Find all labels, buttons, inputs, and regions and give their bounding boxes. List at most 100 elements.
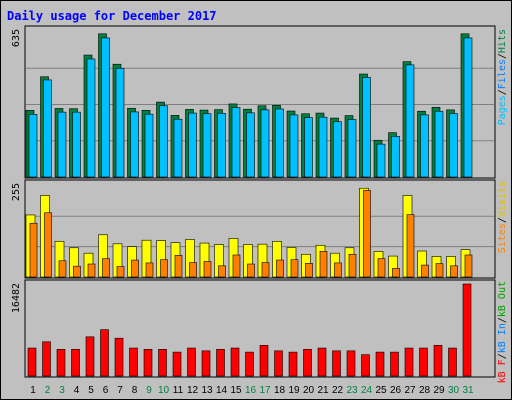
day-label: 10 [158,385,170,396]
legend-sep: / [497,353,508,359]
sites-bar [261,262,270,278]
day-label: 23 [346,385,358,396]
kb-f-bar [42,341,51,377]
kb-f-bar [274,350,283,377]
day-label: 25 [375,385,387,396]
day-label: 11 [173,385,184,396]
legend-sep: / [497,217,508,223]
day-label: 18 [274,385,286,396]
files-bar [202,113,212,178]
sites-bar [87,263,96,278]
sites-bar [44,212,52,278]
files-bar [72,111,81,178]
day-label: 30 [448,385,460,396]
kb-f-bar [129,347,138,377]
sites-bar [450,265,458,278]
kb-f-bar [404,347,414,377]
kb-f-bar [462,283,472,377]
legend-visits: Visits [497,181,508,217]
day-label: 15 [230,385,242,396]
sites-bar [435,263,444,278]
day-label: 3 [59,385,65,396]
files-bar [347,119,357,178]
day-label: 8 [132,385,138,396]
sites-bar [377,258,386,278]
files-bar [449,113,458,178]
kb-f-bar [346,350,356,377]
sites-bar [73,265,81,278]
legend-kb-out: kB Out [497,281,508,317]
day-label: 24 [361,385,373,396]
kb-f-bar [448,347,457,377]
sites-bar [319,251,328,278]
sites-bar [58,260,67,278]
sites-bar [421,264,429,278]
day-label: 4 [74,385,80,396]
kb-f-bar [375,351,385,377]
files-bar [391,136,400,178]
files-bar [231,107,241,178]
visits-sites-bars [25,187,473,278]
kb-f-bar [361,354,370,377]
legend-sep: / [497,53,508,59]
sites-bar [116,266,125,278]
kb-f-bar [332,350,341,377]
day-label: 22 [332,385,344,396]
kb-f-bar [56,349,66,377]
kb-f-bar [71,349,80,377]
sites-bar [276,259,284,278]
legend-hits: Hits [497,29,508,53]
day-label: 29 [433,385,445,396]
legend-pages: Pages [497,95,508,125]
visits-sites-ymax-label: 255 [11,183,22,201]
legend-kb-in: kB In [497,323,508,353]
files-bar [86,58,96,178]
files-bar [188,112,197,178]
legend-kb-f: kB F [497,359,508,383]
files-bar [144,113,154,178]
kb-f-bar [433,345,443,377]
files-bar [420,114,429,178]
files-bar [159,105,168,178]
hits-files-legend: Pages/Files/Hits [497,29,508,125]
sites-bar [290,259,299,278]
day-label: 20 [303,385,315,396]
kbytes-ymax-label: 16482 [11,283,22,313]
sites-bar [247,263,255,278]
day-label: 2 [45,385,51,396]
kb-f-bar [288,351,298,377]
kb-f-bar [419,347,428,377]
sites-bar [363,190,371,278]
day-label: 17 [259,385,271,396]
kb-f-bar [390,351,399,377]
sites-bar [29,222,38,278]
day-label: 12 [187,385,199,396]
sites-bar [131,259,139,278]
hits-files-bars [25,33,473,178]
day-label: 31 [462,385,474,396]
files-bar [333,121,342,178]
files-bar [246,112,255,178]
files-bar [362,77,371,178]
files-bar [217,112,226,178]
kb-f-bar [201,350,211,377]
day-label: 27 [404,385,416,396]
sites-bar [348,253,357,278]
sites-bar [334,262,342,278]
sites-bar [464,254,473,278]
files-bar [376,143,386,178]
files-bar [57,111,67,178]
kb-f-bar [230,347,240,377]
day-label: 7 [117,385,123,396]
sites-bar [102,258,110,278]
kb-f-bar [187,347,196,377]
legend-sites: Sites [497,223,508,253]
files-bar [318,116,328,178]
kb-f-bar [317,347,327,377]
sites-bar [174,255,183,278]
kb-f-bar [172,351,182,377]
files-bar [28,114,38,178]
kb-f-bar [245,351,254,377]
